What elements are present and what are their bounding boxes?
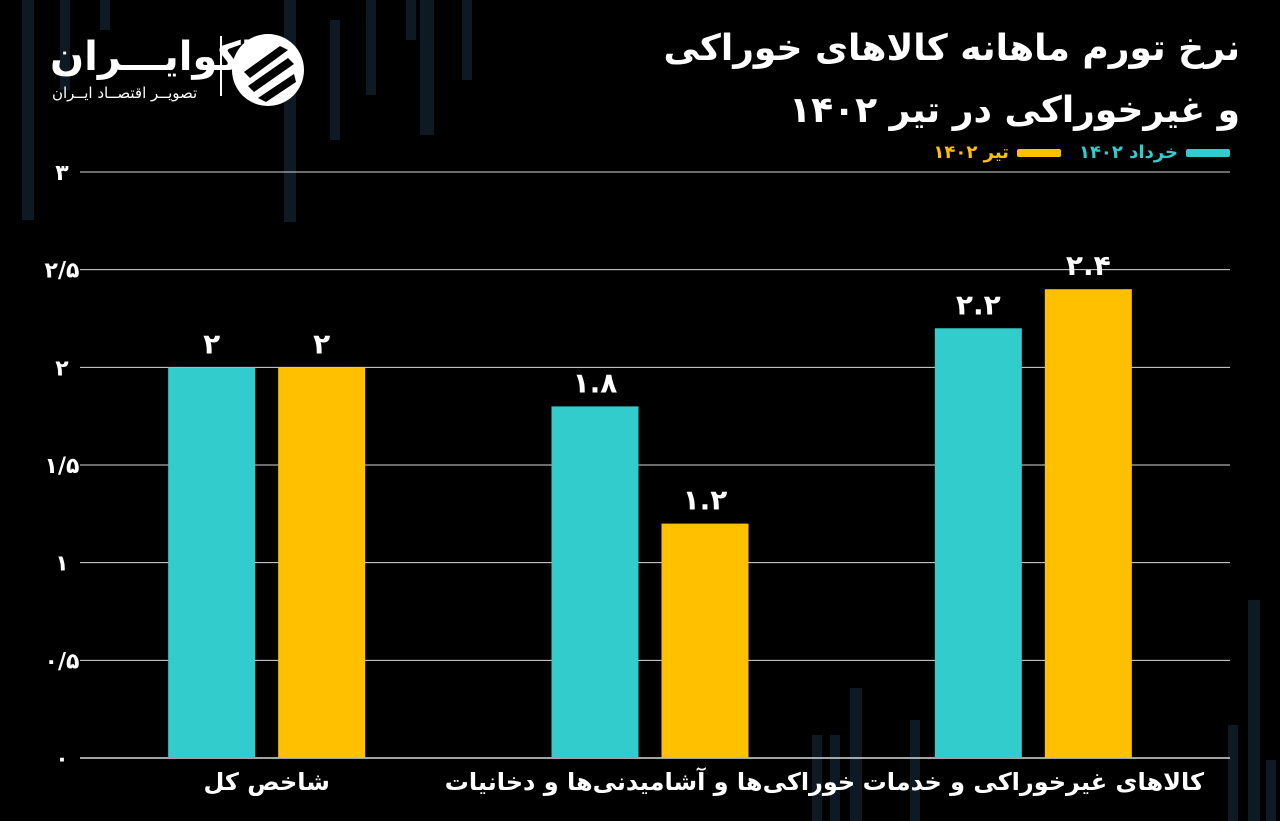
category-label: شاخص کل (203, 768, 329, 796)
chart-title: نرخ تورم ماهانه کالاهای خوراکی و غیرخورا… (480, 18, 1241, 142)
bar (551, 406, 639, 758)
data-label: ۲ (313, 327, 330, 360)
brand-mark-icon (232, 34, 304, 106)
y-tick-label: ۳ (55, 161, 69, 186)
logo-divider (220, 36, 222, 96)
y-tick-label: ۰ (55, 747, 68, 772)
category-label: خوراکی‌ها و آشامیدنی‌ها و دخانیات (445, 767, 855, 796)
legend-label-series1: خرداد ۱۴۰۲ (1078, 142, 1178, 163)
category-label: کالاهای غیرخوراکی و خدمات (863, 768, 1204, 796)
legend: خرداد ۱۴۰۲ تیر ۱۴۰۲ (933, 142, 1230, 163)
y-tick-label: ۲ (55, 356, 69, 381)
legend-swatch-series1 (1186, 148, 1230, 157)
data-label: ۲ (203, 327, 220, 360)
bar (278, 367, 366, 758)
title-line-2: و غیرخوراکی در تیر ۱۴۰۲ (789, 90, 1240, 131)
bar (661, 523, 749, 758)
bar (934, 328, 1022, 758)
y-tick-label: ۱/۵ (45, 454, 80, 479)
brand-tagline: تصویــر اقتصــاد ایــران (52, 84, 198, 102)
legend-item-series1: خرداد ۱۴۰۲ (1079, 142, 1230, 163)
brand-logo: اکوایـــران تصویــر اقتصــاد ایــران (40, 26, 320, 116)
bar (168, 367, 256, 758)
data-label: ۱.۲ (683, 484, 728, 517)
data-label: ۱.۸ (573, 366, 618, 399)
data-label: ۲.۴ (1066, 249, 1111, 282)
y-tick-label: ۰/۵ (45, 649, 80, 674)
y-tick-label: ۱ (55, 552, 68, 577)
legend-swatch-series2 (1016, 148, 1061, 157)
brand-name: اکوایـــران (50, 34, 255, 80)
bar (1044, 289, 1132, 758)
legend-item-series2: تیر ۱۴۰۲ (933, 142, 1061, 163)
y-tick-label: ۲/۵ (45, 259, 80, 284)
legend-label-series2: تیر ۱۴۰۲ (933, 142, 1009, 163)
title-line-1: نرخ تورم ماهانه کالاهای خوراکی (663, 28, 1241, 69)
data-label: ۲.۲ (956, 288, 1001, 321)
